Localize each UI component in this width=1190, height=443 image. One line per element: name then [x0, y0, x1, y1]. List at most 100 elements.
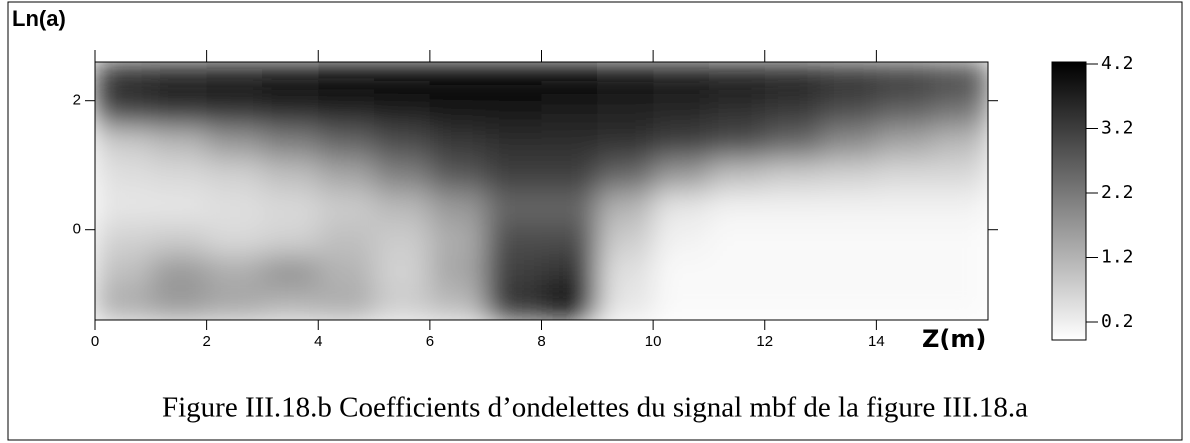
heatmap-cell — [374, 255, 431, 289]
heatmap-cell — [429, 287, 487, 320]
colorbar-tick-label: 3.2 — [1101, 118, 1134, 139]
heatmap-cell — [876, 126, 933, 160]
x-tick-label: 6 — [426, 333, 434, 350]
heatmap-cell — [876, 94, 933, 127]
heatmap-cell — [485, 287, 542, 320]
heatmap-cell — [374, 191, 431, 224]
heatmap-cell — [150, 287, 208, 320]
heatmap-cell — [708, 191, 766, 224]
heatmap-cell — [374, 62, 431, 95]
heatmap-cell — [206, 191, 263, 224]
heatmap-cell — [485, 158, 542, 192]
heatmap-cell — [485, 255, 542, 289]
heatmap-cell — [708, 287, 766, 320]
heatmap-cell — [374, 158, 431, 192]
heatmap-cell — [764, 94, 822, 127]
heatmap-cell — [820, 287, 877, 320]
heatmap-cell — [541, 223, 598, 256]
x-tick-label: 2 — [202, 333, 210, 350]
heatmap-cell — [318, 126, 375, 160]
x-tick-label: 0 — [91, 333, 99, 350]
heatmap-cell — [262, 191, 319, 224]
heatmap-cell — [653, 223, 710, 256]
heatmap-cell — [708, 126, 766, 160]
heatmap-cell — [597, 158, 654, 192]
caption: Figure III.18.b Coefficients d’ondelette… — [162, 392, 1028, 424]
heatmap-cell — [206, 62, 263, 95]
heatmap — [95, 62, 988, 320]
heatmap-cell — [932, 255, 988, 289]
heatmap-cell — [150, 191, 208, 224]
heatmap-cell — [206, 126, 263, 160]
heatmap-cell — [206, 287, 263, 320]
y-tick-label: 2 — [73, 92, 81, 109]
heatmap-cell — [708, 62, 766, 95]
heatmap-cell — [820, 255, 877, 289]
heatmap-cell — [932, 126, 988, 160]
heatmap-cell — [318, 62, 375, 95]
heatmap-cell — [262, 223, 319, 256]
heatmap-cell — [597, 255, 654, 289]
colorbar-tick-label: 4.2 — [1101, 53, 1134, 74]
heatmap-cell — [150, 94, 208, 127]
heatmap-cell — [95, 94, 152, 127]
heatmap-cell — [820, 94, 877, 127]
heatmap-cell — [764, 287, 822, 320]
heatmap-cell — [429, 126, 487, 160]
heatmap-cell — [429, 255, 487, 289]
heatmap-cell — [150, 158, 208, 192]
x-tick-label: 14 — [868, 333, 885, 350]
heatmap-cell — [206, 158, 263, 192]
heatmap-cell — [95, 223, 152, 256]
heatmap-cell — [820, 126, 877, 160]
colorbar — [1051, 61, 1087, 341]
heatmap-cell — [485, 126, 542, 160]
heatmap-cell — [820, 223, 877, 256]
heatmap-cell — [932, 158, 988, 192]
heatmap-cell — [262, 62, 319, 95]
heatmap-cell — [485, 223, 542, 256]
heatmap-cell — [653, 255, 710, 289]
x-tick-label: 8 — [537, 333, 545, 350]
heatmap-cell — [95, 287, 152, 320]
heatmap-cell — [318, 223, 375, 256]
heatmap-cell — [541, 126, 598, 160]
heatmap-cell — [932, 287, 988, 320]
heatmap-cell — [653, 126, 710, 160]
heatmap-cell — [764, 62, 822, 95]
y-tick-label: 0 — [73, 221, 81, 238]
heatmap-cell — [820, 191, 877, 224]
heatmap-cell — [653, 62, 710, 95]
heatmap-cell — [541, 94, 598, 127]
heatmap-clip — [95, 62, 988, 320]
heatmap-cell — [318, 287, 375, 320]
heatmap-cell — [876, 287, 933, 320]
heatmap-cell — [820, 62, 877, 95]
colorbar-tick-label: 0.2 — [1101, 311, 1134, 332]
heatmap-cell — [597, 191, 654, 224]
heatmap-cell — [653, 94, 710, 127]
heatmap-cell — [206, 94, 263, 127]
heatmap-cell — [95, 62, 152, 95]
x-tick-label: 10 — [645, 333, 662, 350]
heatmap-cell — [764, 126, 822, 160]
heatmap-cell — [597, 287, 654, 320]
heatmap-cell — [708, 223, 766, 256]
heatmap-cell — [764, 255, 822, 289]
heatmap-cell — [764, 191, 822, 224]
heatmap-cell — [932, 62, 988, 95]
colorbar-tick-label: 2.2 — [1101, 182, 1134, 203]
heatmap-cell — [708, 158, 766, 192]
heatmap-cell — [262, 126, 319, 160]
heatmap-cell — [429, 62, 487, 95]
heatmap-cell — [541, 287, 598, 320]
heatmap-cell — [541, 191, 598, 224]
y-axis-label: Ln(a) — [12, 6, 66, 31]
heatmap-cell — [374, 94, 431, 127]
heatmap-cell — [318, 191, 375, 224]
heatmap-cell — [374, 126, 431, 160]
heatmap-cell — [485, 62, 542, 95]
heatmap-cell — [95, 191, 152, 224]
heatmap-cell — [876, 158, 933, 192]
